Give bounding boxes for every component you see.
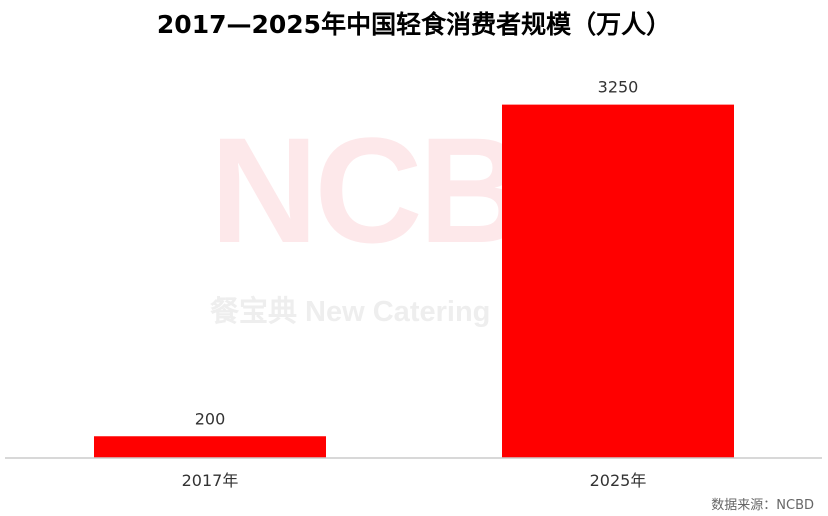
x-tick-label: 2025年	[590, 471, 647, 490]
data-label: 200	[195, 409, 226, 428]
chart-title: 2017—2025年中国轻食消费者规模（万人）	[156, 10, 672, 39]
bar-2025年	[502, 104, 734, 458]
x-tick-label: 2017年	[182, 471, 239, 490]
bar-2017年	[94, 436, 326, 458]
data-source: 数据来源：NCBD	[711, 498, 814, 513]
data-label: 3250	[598, 78, 639, 97]
